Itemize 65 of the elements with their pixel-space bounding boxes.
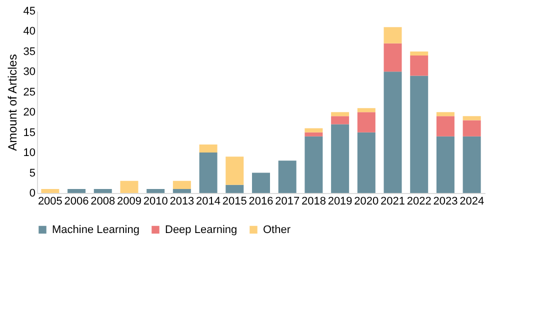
legend-label: Other [263, 224, 291, 236]
bar [304, 128, 323, 132]
x-tick-label: 2016 [248, 196, 274, 208]
bar [331, 112, 350, 116]
bar [94, 188, 112, 193]
x-tick-label: 2005 [38, 196, 62, 208]
bar [252, 172, 270, 193]
bar [331, 116, 350, 124]
y-tick-label: 30 [23, 66, 36, 78]
bar [384, 72, 402, 193]
x-tick-label: 2013 [170, 196, 194, 208]
y-axis-title: Amount of Articles [5, 54, 20, 151]
bar [199, 144, 218, 153]
bar [357, 112, 376, 132]
bar [436, 136, 454, 193]
y-tick-label: 10 [23, 147, 36, 160]
bar [331, 124, 350, 193]
x-tick-label: 2019 [328, 196, 352, 208]
y-tick-label: 25 [23, 86, 36, 98]
legend-label: Machine Learning [52, 224, 140, 236]
bar [304, 132, 323, 136]
bar [410, 51, 428, 56]
bar [436, 112, 454, 116]
x-tick-label: 2020 [354, 196, 379, 208]
bar [462, 120, 481, 136]
bar [278, 160, 296, 193]
bar [436, 116, 454, 136]
x-tick-label: 2017 [275, 196, 300, 208]
y-tick-label: 5 [29, 167, 36, 180]
x-tick-label: 2006 [64, 196, 89, 208]
bar [462, 136, 481, 193]
bar [384, 27, 402, 44]
bar [357, 132, 376, 193]
bar [172, 188, 191, 193]
y-tick-label: 45 [23, 6, 36, 18]
y-tick-label: 0 [29, 188, 36, 200]
bar [120, 180, 138, 193]
x-tick-label: 2009 [116, 196, 142, 208]
bar [41, 188, 60, 193]
legend-label: Deep Learning [165, 224, 238, 236]
x-tick-label: 2008 [90, 196, 116, 208]
y-tick-label: 35 [23, 46, 36, 58]
bar [172, 180, 191, 189]
bar [226, 156, 244, 185]
bar [226, 184, 244, 193]
x-tick-label: 2022 [406, 196, 432, 208]
bar [146, 188, 165, 193]
x-tick-label: 2024 [460, 196, 484, 208]
bar [462, 116, 481, 120]
bar [199, 152, 218, 193]
y-tick-label: 15 [23, 126, 36, 139]
bar [304, 136, 323, 193]
x-tick-label: 2021 [380, 196, 406, 208]
bar [357, 108, 376, 112]
x-tick-label: 2023 [433, 196, 458, 208]
x-tick-label: 2010 [143, 196, 168, 208]
bar [410, 55, 428, 76]
y-tick-label: 20 [23, 106, 36, 119]
x-tick-label: 2014 [196, 196, 221, 208]
bar [410, 76, 428, 193]
bar [384, 43, 402, 72]
y-tick-label: 40 [23, 26, 36, 38]
x-tick-label: 2015 [222, 196, 247, 208]
bar [68, 188, 86, 193]
x-tick-label: 2018 [301, 196, 326, 208]
